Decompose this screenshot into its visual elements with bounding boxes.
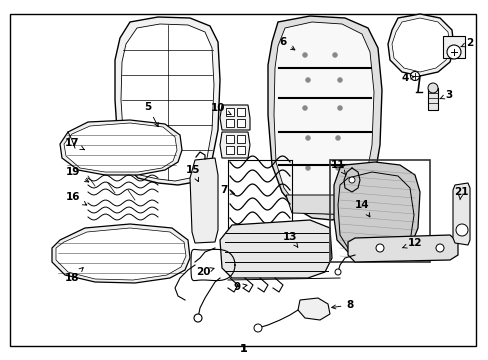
Text: 10: 10 xyxy=(210,103,231,114)
Polygon shape xyxy=(64,123,177,172)
Circle shape xyxy=(305,166,310,171)
Circle shape xyxy=(435,244,443,252)
Bar xyxy=(237,108,244,116)
Bar xyxy=(225,108,234,116)
Circle shape xyxy=(446,45,460,59)
Circle shape xyxy=(337,77,342,82)
Bar xyxy=(329,160,429,262)
Circle shape xyxy=(375,244,383,252)
Circle shape xyxy=(332,53,337,58)
Text: 3: 3 xyxy=(439,90,452,100)
Ellipse shape xyxy=(200,198,209,212)
Polygon shape xyxy=(220,105,249,130)
Bar xyxy=(427,88,437,110)
Polygon shape xyxy=(347,235,457,262)
Circle shape xyxy=(305,135,310,140)
Polygon shape xyxy=(267,16,381,220)
Text: 14: 14 xyxy=(354,200,369,217)
Bar xyxy=(442,36,464,58)
Polygon shape xyxy=(391,18,449,72)
Circle shape xyxy=(335,135,340,140)
Circle shape xyxy=(253,324,262,332)
Text: 2: 2 xyxy=(460,38,473,48)
Bar xyxy=(237,119,244,127)
Polygon shape xyxy=(220,132,249,158)
Text: 1: 1 xyxy=(240,344,247,354)
Circle shape xyxy=(427,83,437,93)
Circle shape xyxy=(455,224,467,236)
Text: 12: 12 xyxy=(402,238,421,248)
Bar xyxy=(225,119,234,127)
Text: 21: 21 xyxy=(453,187,468,200)
Text: 15: 15 xyxy=(185,165,200,181)
Bar xyxy=(225,146,234,154)
Circle shape xyxy=(409,72,419,81)
Text: 9: 9 xyxy=(233,282,246,292)
Text: 4: 4 xyxy=(401,73,414,83)
Polygon shape xyxy=(387,14,453,76)
Text: 7: 7 xyxy=(220,185,234,195)
Circle shape xyxy=(305,77,310,82)
Polygon shape xyxy=(115,17,220,185)
Text: 13: 13 xyxy=(282,232,297,247)
Polygon shape xyxy=(452,183,469,245)
Text: 8: 8 xyxy=(331,300,353,310)
Circle shape xyxy=(302,105,307,111)
Text: 11: 11 xyxy=(330,160,345,175)
Text: 6: 6 xyxy=(279,37,294,50)
Bar xyxy=(225,135,234,143)
Text: 16: 16 xyxy=(65,192,86,205)
Text: 19: 19 xyxy=(66,167,89,182)
Polygon shape xyxy=(121,24,214,181)
Circle shape xyxy=(302,53,307,58)
Polygon shape xyxy=(297,298,329,320)
Circle shape xyxy=(334,269,340,275)
Text: 17: 17 xyxy=(64,138,84,150)
Circle shape xyxy=(348,177,354,183)
Polygon shape xyxy=(220,220,331,278)
Polygon shape xyxy=(52,224,190,283)
Polygon shape xyxy=(273,22,373,214)
Circle shape xyxy=(335,166,340,171)
Polygon shape xyxy=(333,162,419,258)
Bar xyxy=(237,146,244,154)
Text: 18: 18 xyxy=(64,267,83,283)
Polygon shape xyxy=(285,195,363,215)
Text: 20: 20 xyxy=(195,267,214,277)
Circle shape xyxy=(194,314,202,322)
Polygon shape xyxy=(56,228,185,280)
Circle shape xyxy=(337,105,342,111)
Bar xyxy=(237,135,244,143)
Text: 5: 5 xyxy=(144,102,158,127)
Polygon shape xyxy=(60,120,182,175)
Text: 1: 1 xyxy=(240,344,247,354)
Polygon shape xyxy=(190,158,218,243)
